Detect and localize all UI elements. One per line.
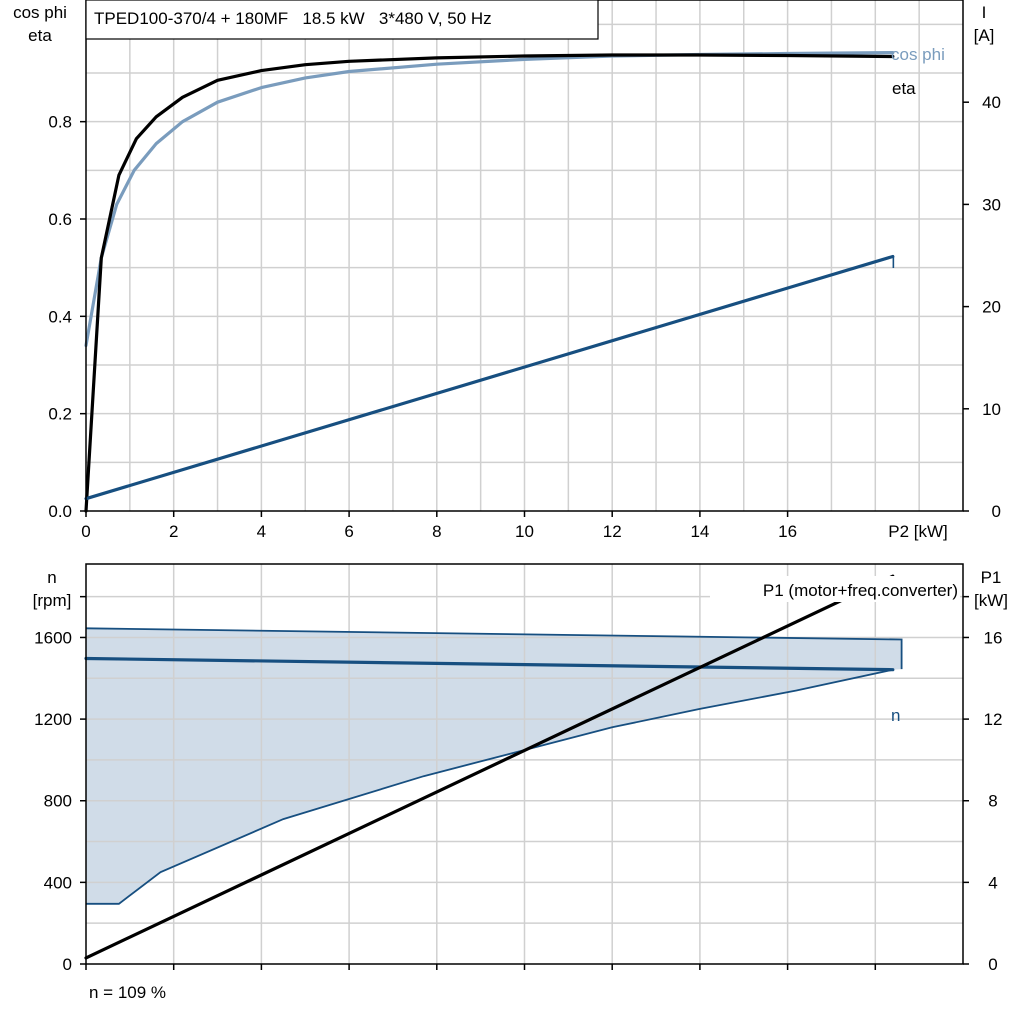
top-x-tick-label: 2 — [169, 522, 178, 541]
top-x-tick-label: 14 — [690, 522, 709, 541]
band-lower-edge — [86, 668, 893, 905]
top-x-tick-label: 16 — [778, 522, 797, 541]
top-yr-tick-label: 20 — [982, 298, 1001, 317]
series-line-n — [84, 656, 895, 672]
band-upper-edge — [85, 627, 903, 670]
bottom-ticks: 0 400 800 1200 1600 0 4 8 12 16 — [34, 595, 1003, 974]
top-x-tick-label: 6 — [344, 522, 353, 541]
bottom-yr-tick-label: 4 — [988, 873, 997, 892]
top-x-tick-label: 10 — [515, 522, 534, 541]
title-box — [85, 0, 599, 40]
y-right-label-kw: [kW] — [974, 591, 1008, 610]
y-right-label-unit: [A] — [974, 26, 995, 45]
p1-label-background — [710, 576, 960, 602]
y-right-label-p1: P1 — [981, 568, 1002, 587]
series-label-eta: eta — [892, 79, 916, 98]
y-left-label-eta: eta — [28, 26, 52, 45]
top-yl-tick-label: 0.2 — [48, 405, 72, 424]
footnote: n = 109 % — [89, 983, 166, 1002]
top-x-tick-label: 4 — [257, 522, 266, 541]
top-yr-tick-label: 40 — [982, 93, 1001, 112]
bottom-yr-tick-label: 0 — [988, 955, 997, 974]
bottom-series — [84, 574, 903, 960]
top-x-tick-label: 0 — [81, 522, 90, 541]
bottom-yr-tick-label: 12 — [984, 710, 1003, 729]
top-x-tick-label: 12 — [603, 522, 622, 541]
y-right-label-i: I — [982, 3, 987, 22]
bottom-yl-tick-label: 0 — [63, 955, 72, 974]
top-yl-tick-label: 0.8 — [48, 113, 72, 132]
series-line-i — [84, 254, 895, 501]
bottom-yl-tick-label: 1600 — [34, 628, 72, 647]
x-axis-label: P2 [kW] — [888, 522, 948, 541]
top-yr-tick-label: 30 — [982, 195, 1001, 214]
bottom-yr-tick-label: 16 — [984, 628, 1003, 647]
bottom-yr-tick-label: 8 — [988, 792, 997, 811]
series-label-cosphi: cos phi — [891, 45, 945, 64]
series-line-eta — [84, 53, 895, 513]
top-yr-tick-label: 10 — [982, 400, 1001, 419]
top-yl-tick-label: 0.0 — [48, 502, 72, 521]
speed-range-band — [86, 628, 902, 904]
top-series — [84, 51, 895, 513]
top-ticks: 0 2 4 6 8 10 12 14 16 0.0 0.2 0.4 0.6 0.8 0 10 20 30 40 — [48, 93, 1001, 541]
bottom-grid — [86, 564, 963, 964]
bottom-yl-tick-label: 800 — [44, 792, 72, 811]
top-x-tick-label: 8 — [432, 522, 441, 541]
y-left-label-cosphi: cos phi — [13, 3, 67, 22]
y-left-label-rpm: [rpm] — [33, 591, 72, 610]
top-yr-tick-label: 0 — [992, 502, 1001, 521]
series-label-n: n — [891, 706, 900, 725]
bottom-yl-tick-label: 400 — [44, 873, 72, 892]
chart-title: TPED100-370/4 + 180MF 18.5 kW 3*480 V, 5… — [94, 9, 492, 28]
top-yl-tick-label: 0.6 — [48, 210, 72, 229]
y-left-label-n: n — [47, 568, 56, 587]
series-line-p1 — [84, 574, 895, 960]
bottom-yl-tick-label: 1200 — [34, 710, 72, 729]
series-label-i: I — [891, 253, 896, 272]
top-grid — [86, 0, 963, 511]
top-yl-tick-label: 0.4 — [48, 307, 72, 326]
series-label-p1: P1 (motor+freq.converter) — [763, 581, 958, 600]
